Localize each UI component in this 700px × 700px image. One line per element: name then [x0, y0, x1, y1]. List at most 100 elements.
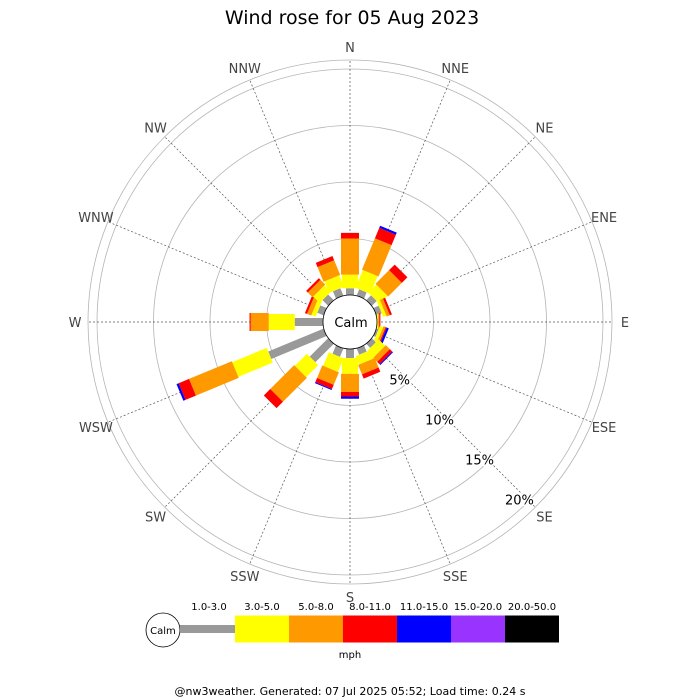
direction-label-ne: NE: [535, 122, 553, 137]
petal-segment-nne-0: [356, 289, 367, 299]
key-label-6: 20.0-50.0: [508, 602, 556, 613]
petal-segment-ssw-2: [317, 365, 339, 385]
petal-nw: [306, 278, 334, 306]
direction-label-ene: ENE: [591, 211, 617, 226]
direction-label-sw: SW: [145, 510, 166, 525]
petal-segment-ene-3: [382, 297, 392, 316]
chart-grid: N NNE NE ENE E ESE SE SSE S SSW SW WSW W WNW NW NNW: [69, 41, 630, 606]
petal-se: [366, 338, 394, 366]
petals: [176, 225, 408, 409]
petal-segment-sw-0: [309, 338, 334, 363]
spoke-sse: [360, 346, 451, 565]
ring-label-5: 5%: [389, 374, 410, 389]
key-label-5: 15.0-20.0: [454, 602, 502, 613]
calm-circle: [322, 294, 378, 350]
petal-segment-nne-4: [379, 225, 397, 235]
direction-label-se: SE: [536, 510, 552, 525]
spoke-wnw: [107, 221, 326, 312]
spoke-sw: [164, 340, 332, 508]
key-label-2: 5.0-8.0: [298, 602, 333, 613]
direction-label-e: E: [621, 316, 629, 331]
petal-segment-ene-1: [377, 300, 387, 317]
petal-segment-wsw-2: [189, 361, 239, 396]
petal-segment-nne-2: [361, 238, 392, 277]
petal-segment-wnw-1: [311, 299, 322, 317]
speed-key: Calm 1.0-3.0 3.0-5.0 5.0-8.0 8.0-11.0 11.0-15…: [145, 602, 559, 661]
key-swatch-2: [289, 615, 343, 643]
petal-segment-sw-3: [263, 389, 283, 409]
key-swatch-1: [235, 615, 289, 643]
petal-nne: [355, 225, 397, 299]
key-calm-label: Calm: [150, 626, 176, 637]
petal-ne: [366, 264, 408, 306]
petal-ese: [373, 325, 389, 345]
petal-segment-wsw-0: [268, 328, 327, 359]
petal-segment-sse-3: [361, 367, 381, 379]
petal-ssw: [314, 345, 344, 391]
petal-segment-se-1: [367, 339, 386, 358]
direction-label-ssw: SSW: [230, 570, 260, 585]
petal-segment-ese-1: [373, 325, 384, 342]
ring-label-15: 15%: [465, 454, 494, 469]
direction-label-nne: NNE: [441, 62, 469, 77]
petal-segment-wnw-3: [304, 296, 314, 314]
petal-segment-nne-1: [355, 269, 378, 294]
key-label-1: 3.0-5.0: [244, 602, 279, 613]
petal-segment-nnw-1: [324, 275, 345, 293]
spoke-ene: [374, 221, 593, 312]
ring-label-10: 10%: [425, 414, 454, 429]
spoke-ne: [368, 136, 536, 304]
petal-segment-nw-3: [306, 278, 321, 293]
direction-label-wnw: WNW: [78, 211, 114, 226]
chart-title: Wind rose for 05 Aug 2023: [225, 7, 479, 29]
spoke-ssw: [249, 346, 340, 565]
footer-text: @nw3weather. Generated: 07 Jul 2025 05:5…: [175, 685, 526, 698]
petal-ene: [373, 297, 392, 317]
direction-label-sse: SSE: [443, 570, 468, 585]
spoke-nw: [164, 136, 332, 304]
outer-ring: [87, 59, 613, 585]
petal-segment-sse-2: [358, 358, 379, 375]
petal-segment-ssw-1: [323, 352, 344, 372]
petal-segment-ese-4: [379, 327, 389, 345]
petal-wsw: [176, 328, 327, 401]
petal-segment-sse-0: [356, 345, 367, 355]
petal-segment-nnw-3: [315, 256, 335, 268]
petal-segment-ene-2: [379, 298, 390, 317]
key-swatch-3: [343, 615, 397, 643]
petal-segment-wsw-3: [178, 378, 196, 400]
petal-nnw: [315, 256, 345, 299]
key-unit-label: mph: [339, 650, 361, 661]
petal-segment-ne-1: [368, 284, 388, 304]
petal-segment-se-3: [377, 349, 393, 365]
ring-label-20: 20%: [505, 493, 534, 508]
direction-label-s: S: [346, 591, 354, 606]
key-swatch-4: [397, 615, 451, 643]
spoke-ese: [374, 332, 593, 423]
direction-label-nw: NW: [144, 122, 167, 137]
petal-segment-nnw-2: [317, 260, 341, 282]
ring-percent-labels: 5% 10% 15% 20%: [388, 372, 536, 510]
petal-segment-nnw-0: [332, 288, 344, 299]
petal-sw: [263, 338, 334, 409]
calm-label: Calm: [334, 316, 367, 331]
petal-segment-sw-2: [270, 365, 307, 402]
petal-segment-nne-3: [374, 227, 396, 246]
petal-segment-wnw-2: [306, 297, 319, 316]
key-label-4: 11.0-15.0: [400, 602, 448, 613]
petal-segment-nw-0: [322, 294, 334, 306]
petal-segment-ssw-0: [332, 345, 344, 357]
direction-label-n: N: [345, 41, 355, 56]
petal-segment-se-2: [373, 345, 390, 362]
petal-segment-nw-2: [307, 279, 326, 298]
key-label-0: 1.0-3.0: [191, 602, 226, 613]
spoke-nne: [360, 79, 451, 298]
direction-label-ese: ESE: [592, 421, 617, 436]
petal-segment-sse-1: [355, 350, 374, 365]
petal-segment-ne-2: [375, 270, 402, 297]
petal-segment-ene-0: [373, 305, 382, 316]
petal-segment-se-4: [379, 351, 394, 366]
direction-label-nnw: NNW: [229, 62, 261, 77]
key-swatch-0: [180, 625, 235, 633]
